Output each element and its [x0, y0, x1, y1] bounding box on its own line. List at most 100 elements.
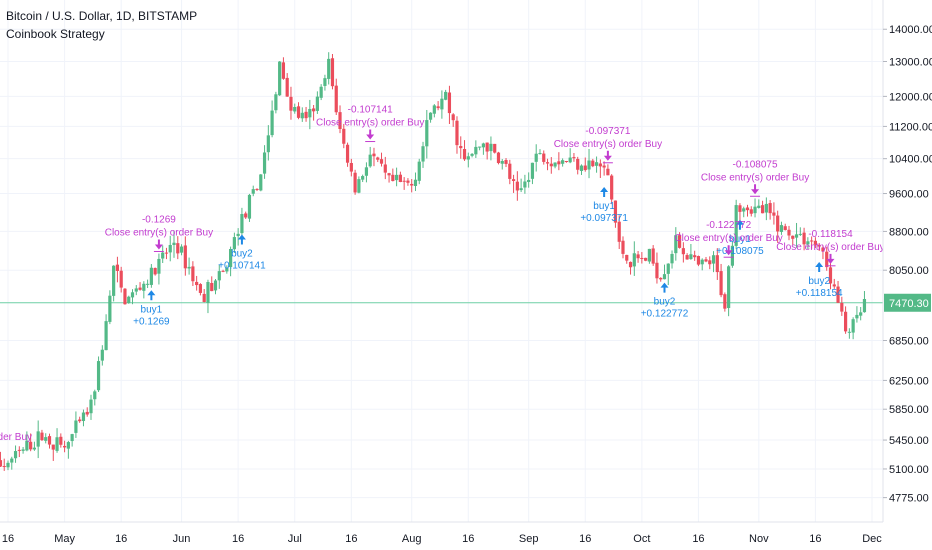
candle-body	[810, 240, 814, 242]
candle-body	[511, 179, 516, 181]
close-signal-value: -0.1269	[142, 214, 176, 225]
candle-body	[255, 188, 259, 190]
candle-body	[662, 274, 667, 280]
candle-body	[406, 180, 410, 183]
candle-body	[127, 296, 131, 304]
y-tick-label: 5100.00	[889, 464, 929, 476]
y-tick-label: 11200.00	[889, 121, 932, 133]
candle-body	[636, 254, 640, 259]
candle-body	[776, 215, 780, 232]
candle-body	[134, 288, 138, 292]
candle-body	[81, 412, 86, 422]
candle-body	[640, 257, 644, 259]
candle-body	[191, 266, 195, 282]
buy-signal-value: +0.122772	[641, 309, 689, 320]
candle-body	[594, 162, 599, 166]
close-signal-label: Close entry(s) order Buy	[674, 233, 782, 244]
candle-body	[398, 174, 402, 183]
candle-body	[6, 462, 10, 468]
chart-title: Bitcoin / U.S. Dollar, 1D, BITSTAMP	[6, 9, 197, 23]
candle-body	[410, 183, 414, 186]
buy-signal-value: +0.1269	[133, 316, 170, 327]
candle-body	[0, 460, 3, 467]
x-tick-label: 16	[2, 533, 14, 545]
candle-body	[274, 94, 278, 111]
candle-body	[843, 311, 848, 332]
candle-body	[711, 255, 716, 264]
candle-body	[89, 399, 93, 414]
x-tick-label: Oct	[633, 533, 650, 545]
candle-body	[681, 248, 685, 255]
candle-body	[296, 106, 301, 118]
last-price-label: 7470.30	[889, 298, 929, 310]
candle-body	[527, 179, 531, 183]
candle-body	[787, 229, 791, 236]
y-tick-label: 5850.00	[889, 404, 929, 416]
candle-body	[783, 226, 787, 230]
candle-body	[383, 164, 387, 173]
candle-body	[851, 319, 855, 333]
candle-body	[496, 152, 501, 164]
candle-body	[425, 120, 429, 147]
candle-body	[459, 146, 463, 149]
close-arrow-icon	[724, 245, 733, 256]
candle-body	[376, 157, 380, 160]
candle-body	[308, 108, 312, 118]
candle-body	[440, 98, 444, 110]
candle-body	[217, 271, 221, 281]
buy-signal-value: +0.118154	[796, 288, 843, 299]
candle-body	[183, 245, 187, 269]
candle-body	[210, 282, 214, 292]
last-price-box	[884, 293, 931, 312]
candle-body	[523, 181, 527, 188]
x-tick-label: 16	[345, 533, 357, 545]
candle-body	[677, 235, 682, 248]
close-arrow-icon	[826, 253, 835, 264]
y-tick-label: 5450.00	[889, 435, 929, 447]
candle-body	[583, 165, 587, 171]
candle-body	[78, 419, 82, 422]
candle-body	[742, 208, 746, 212]
candle-body	[259, 174, 263, 191]
candle-body	[229, 248, 233, 267]
close-arrow-icon	[751, 184, 760, 195]
candle-body	[655, 262, 659, 279]
buy-arrow-icon	[815, 262, 824, 273]
candle-body	[327, 58, 331, 79]
candle-body	[862, 299, 867, 313]
candle-body	[59, 436, 63, 445]
candle-body	[195, 281, 199, 286]
candle-body	[421, 146, 425, 162]
x-tick-label: 16	[462, 533, 474, 545]
candle-body	[168, 244, 172, 253]
candle-body	[606, 168, 610, 176]
candle-body	[387, 173, 391, 176]
candle-body	[696, 256, 701, 265]
candle-body	[545, 162, 550, 164]
candle-body	[564, 160, 568, 162]
candle-body	[700, 259, 704, 265]
candle-body	[659, 277, 663, 280]
x-tick-label: May	[54, 533, 75, 545]
candle-body	[187, 266, 191, 269]
candle-body	[802, 232, 806, 245]
candle-body	[779, 225, 784, 232]
candle-body	[66, 442, 70, 449]
candle-body	[542, 153, 546, 162]
candle-body	[391, 174, 395, 182]
close-signal-value: -0.204097	[0, 419, 1, 430]
candles	[0, 52, 867, 471]
candle-body	[481, 143, 485, 148]
candle-body	[764, 203, 768, 213]
candle-body	[108, 295, 112, 322]
strategy-signals: buy1+0.1269buy2+0.107141buy1+0.097371buy…	[0, 105, 885, 443]
candle-body	[587, 160, 591, 170]
candle-body	[236, 233, 240, 236]
candle-body	[515, 181, 519, 191]
candle-body	[760, 205, 765, 214]
y-tick-label: 6850.00	[889, 336, 929, 348]
candle-body	[281, 62, 286, 79]
candle-body	[345, 144, 350, 163]
candle-body	[202, 293, 206, 303]
